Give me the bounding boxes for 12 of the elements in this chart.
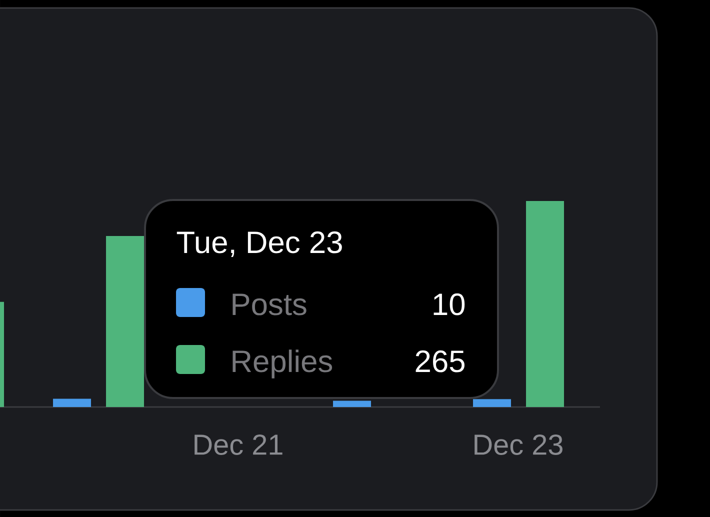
bar — [53, 398, 92, 407]
bar — [526, 200, 564, 407]
bar — [333, 400, 372, 407]
legend-label: Posts — [232, 294, 306, 316]
annotation: 265 — [416, 350, 464, 372]
legend-label: Replies — [232, 350, 332, 378]
bar — [106, 236, 144, 407]
bar — [473, 399, 512, 407]
annotation: 10 — [434, 293, 465, 316]
x-tick-label: Dec 21 — [194, 434, 282, 455]
x-tick-label: Dec 23 — [474, 434, 562, 455]
annotation: Tue, Dec 23 — [176, 231, 342, 257]
